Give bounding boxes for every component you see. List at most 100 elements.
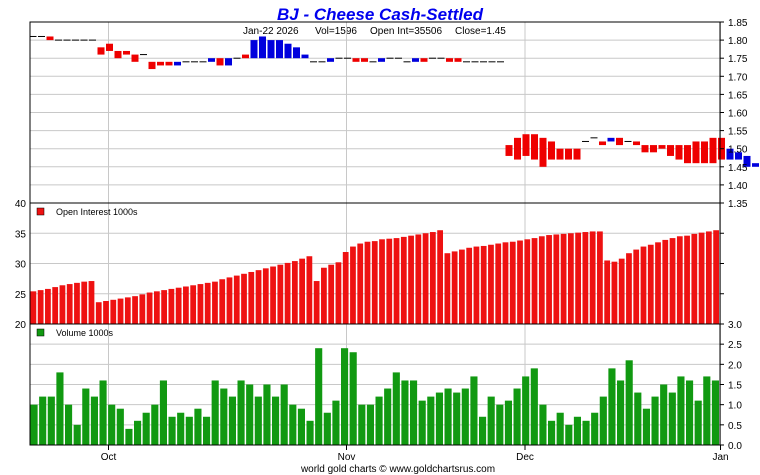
open-interest-bar bbox=[103, 301, 109, 324]
open-interest-bar bbox=[357, 243, 364, 324]
price-bar bbox=[701, 141, 708, 164]
volume-panel-y-tick-label: 3.0 bbox=[728, 320, 742, 331]
volume-bar bbox=[90, 396, 98, 445]
volume-bar bbox=[30, 404, 38, 445]
volume-bar bbox=[99, 380, 107, 445]
price-bar bbox=[539, 137, 547, 167]
info-open-interest: Open Int=35506 bbox=[370, 26, 442, 37]
open-interest-bar bbox=[626, 253, 632, 324]
volume-bar bbox=[522, 376, 530, 445]
open-interest-bar bbox=[676, 236, 683, 324]
price-bar bbox=[216, 58, 224, 66]
price-bar bbox=[352, 58, 360, 62]
price-bar bbox=[675, 145, 683, 160]
open-interest-bar bbox=[684, 235, 690, 324]
open-interest-bar bbox=[88, 281, 95, 324]
volume-bar bbox=[660, 384, 668, 445]
price-panel-y-tick-label: 1.50 bbox=[728, 145, 748, 156]
volume-bar bbox=[168, 416, 176, 445]
open-interest-bar bbox=[393, 238, 400, 324]
volume-bar bbox=[341, 348, 349, 445]
open-interest-bar bbox=[647, 244, 654, 324]
volume-bar bbox=[479, 416, 487, 445]
open-interest-bar bbox=[168, 288, 175, 324]
volume-bar bbox=[642, 408, 650, 445]
price-panel-y-tick-label: 1.65 bbox=[728, 90, 748, 101]
open-interest-bar bbox=[480, 245, 487, 324]
volume-bar bbox=[82, 388, 90, 445]
volume-bar bbox=[358, 404, 366, 445]
x-tick-label: Dec bbox=[516, 452, 534, 463]
price-bar bbox=[548, 141, 555, 160]
price-panel-y-tick-label: 1.75 bbox=[728, 54, 748, 65]
open-interest-bar bbox=[415, 234, 422, 324]
open-interest-bar bbox=[560, 233, 567, 324]
volume-bar bbox=[366, 404, 374, 445]
volume-bar bbox=[591, 412, 599, 445]
open-interest-bar bbox=[466, 247, 473, 324]
open-interest-bar bbox=[546, 235, 552, 324]
volume-bar bbox=[194, 408, 202, 445]
volume-bars bbox=[30, 348, 719, 445]
price-bar bbox=[123, 50, 130, 55]
volume-bar bbox=[418, 400, 426, 445]
price-bar bbox=[131, 54, 139, 62]
open-interest-bar bbox=[37, 290, 44, 324]
open-interest-bar bbox=[124, 297, 131, 324]
price-bar bbox=[276, 40, 283, 59]
price-bar bbox=[607, 137, 615, 142]
volume-bar bbox=[410, 380, 418, 445]
volume-bar bbox=[625, 360, 633, 445]
open-interest-bar bbox=[153, 291, 160, 324]
volume-bar bbox=[556, 412, 564, 445]
volume-bar bbox=[668, 392, 676, 445]
volume-panel-y-tick-label: 2.5 bbox=[728, 340, 742, 351]
open-interest-bar bbox=[633, 249, 640, 324]
open-interest-legend-swatch bbox=[36, 207, 45, 216]
open-interest-bar bbox=[379, 239, 385, 324]
open-interest-bar bbox=[655, 242, 661, 324]
open-interest-bar bbox=[640, 246, 647, 324]
price-bar bbox=[174, 61, 181, 66]
price-bar bbox=[250, 40, 258, 59]
volume-bar bbox=[608, 368, 616, 445]
open-interest-bar bbox=[233, 275, 240, 324]
price-panel-y-tick-label: 1.85 bbox=[728, 18, 748, 29]
open-interest-bar bbox=[400, 236, 407, 324]
price-bar bbox=[743, 155, 751, 167]
volume-bar bbox=[392, 372, 400, 445]
volume-bar bbox=[185, 416, 193, 445]
open-interest-bar bbox=[81, 281, 88, 324]
open-interest-bar bbox=[669, 238, 676, 324]
price-bar bbox=[667, 145, 674, 156]
volume-bar bbox=[116, 408, 124, 445]
open-interest-bar bbox=[328, 264, 335, 324]
open-interest-bar bbox=[451, 251, 458, 324]
open-interest-bar bbox=[161, 290, 167, 324]
price-bar bbox=[556, 148, 564, 160]
y-axis-ticks: 1.35 1.40 1.45 1.50 1.55 1.60 1.65 1.70 1.75 1.80… bbox=[15, 18, 748, 452]
open-interest-bar bbox=[589, 231, 596, 324]
volume-panel-y-tick-label: 2.0 bbox=[728, 360, 742, 371]
price-bar bbox=[658, 145, 666, 149]
open-interest-bar bbox=[597, 231, 603, 324]
open-interest-bar bbox=[321, 267, 327, 324]
open-interest-bar bbox=[313, 281, 320, 324]
price-bar bbox=[684, 145, 691, 164]
price-bar bbox=[565, 148, 572, 160]
open-interest-bar bbox=[190, 285, 197, 324]
open-interest-panel-y-tick-label: 40 bbox=[15, 199, 27, 210]
volume-panel-y-tick-label: 0.0 bbox=[728, 441, 742, 452]
volume-bar bbox=[203, 416, 211, 445]
open-interest-panel-y-tick-label: 25 bbox=[15, 290, 27, 301]
open-interest-bar bbox=[713, 230, 719, 324]
open-interest-bar bbox=[444, 253, 451, 324]
price-bar bbox=[446, 58, 453, 62]
volume-panel-y-tick-label: 0.5 bbox=[728, 421, 742, 432]
info-volume: Vol=1596 bbox=[315, 26, 357, 37]
price-bar bbox=[225, 58, 232, 66]
price-bar bbox=[692, 141, 700, 164]
open-interest-bar bbox=[45, 288, 51, 324]
volume-bar bbox=[651, 396, 659, 445]
open-interest-bar bbox=[95, 302, 102, 324]
